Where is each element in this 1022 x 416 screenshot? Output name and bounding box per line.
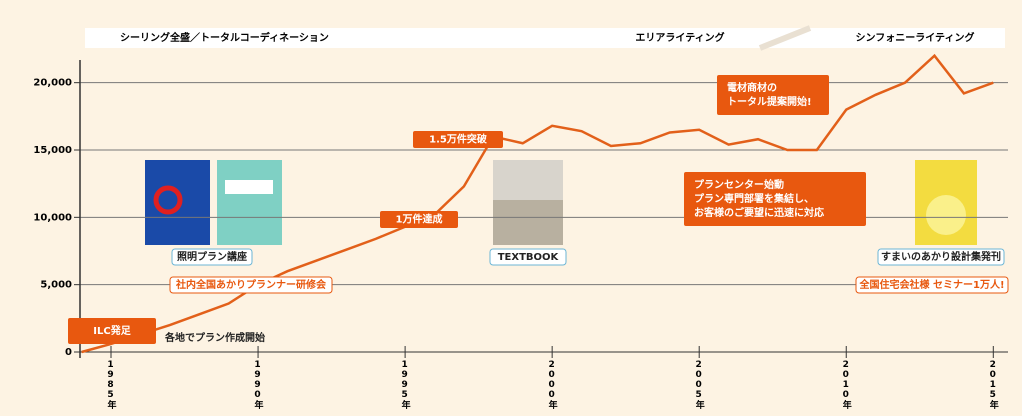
x-tick-label: 1990年: [253, 360, 264, 410]
book-art: [225, 180, 273, 194]
era-label: エリアライティング: [635, 31, 724, 44]
x-tick-label: 1995年: [400, 360, 411, 410]
annotation-text: お客様のご要望に迅速に対応: [694, 206, 824, 219]
book-art: [926, 195, 966, 235]
y-tick-label: 5,000: [40, 280, 72, 291]
x-tick-label: 2000年: [547, 360, 558, 410]
annotation-text: すまいのあかり設計集発刊: [881, 250, 1001, 263]
x-tick-label: 1985年: [106, 360, 117, 410]
era-label: シーリング全盛／トータルコーディネーション: [120, 31, 329, 44]
x-tick-label: 2005年: [694, 360, 705, 410]
annotation-text: 各地でプラン作成開始: [164, 331, 265, 344]
annotation-text: 1万件達成: [396, 213, 443, 226]
y-tick-label: 0: [65, 347, 72, 358]
book-art: [493, 160, 563, 200]
annotation-text: プランセンター始動: [694, 178, 784, 191]
y-tick-label: 20,000: [33, 78, 72, 89]
annotation-text: プラン専門部署を集結し、: [694, 192, 814, 205]
annotation-text: 1.5万件突破: [429, 133, 487, 146]
x-tick-label: 2010年: [841, 360, 852, 410]
annotation-text: 電材商材の: [727, 81, 777, 94]
book-cover: [217, 160, 282, 245]
annotation-box: [717, 75, 829, 115]
annotation-text: 全国住宅会社様 セミナー1万人!: [859, 278, 1005, 291]
annotation-text: ILC発足: [93, 324, 131, 337]
annotation-text: トータル提案開始!: [727, 95, 812, 108]
annotation-text: TEXTBOOK: [498, 252, 560, 263]
annotation-text: 照明プラン講座: [177, 250, 247, 263]
era-label: シンフォニーライティング: [856, 31, 975, 44]
y-tick-label: 15,000: [33, 145, 72, 156]
y-tick-label: 10,000: [33, 212, 72, 223]
x-tick-label: 2015年: [988, 360, 999, 410]
annotation-text: 社内全国あかりプランナー研修会: [175, 278, 326, 291]
chart: シーリング全盛／トータルコーディネーション エリアライティング シンフォニーライティ…: [0, 0, 1022, 416]
